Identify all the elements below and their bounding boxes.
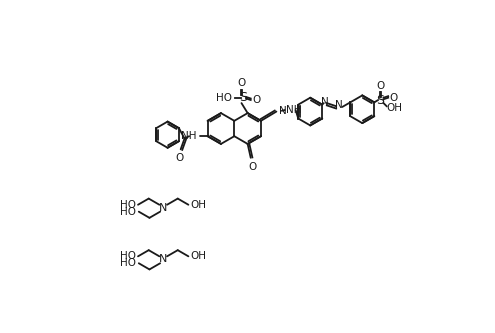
Text: O: O: [252, 95, 260, 105]
Text: N: N: [159, 203, 167, 213]
Text: N: N: [335, 100, 343, 110]
Text: N: N: [280, 106, 287, 116]
Text: HO: HO: [120, 251, 136, 261]
Text: S: S: [239, 91, 247, 104]
Text: O: O: [390, 93, 398, 103]
Text: N: N: [321, 97, 329, 107]
Text: HO: HO: [216, 93, 232, 103]
Text: OH: OH: [190, 200, 206, 210]
Text: O: O: [376, 81, 385, 91]
Text: OH: OH: [387, 103, 402, 113]
Text: NH: NH: [181, 131, 197, 141]
Text: HO: HO: [120, 258, 137, 268]
Text: O: O: [248, 163, 256, 172]
Text: N: N: [159, 254, 167, 264]
Text: S: S: [377, 94, 385, 107]
Text: HO: HO: [120, 207, 137, 217]
Text: OH: OH: [190, 251, 206, 261]
Text: NH: NH: [287, 105, 302, 115]
Text: HO: HO: [120, 200, 136, 210]
Text: O: O: [237, 79, 246, 89]
Text: O: O: [175, 153, 183, 163]
